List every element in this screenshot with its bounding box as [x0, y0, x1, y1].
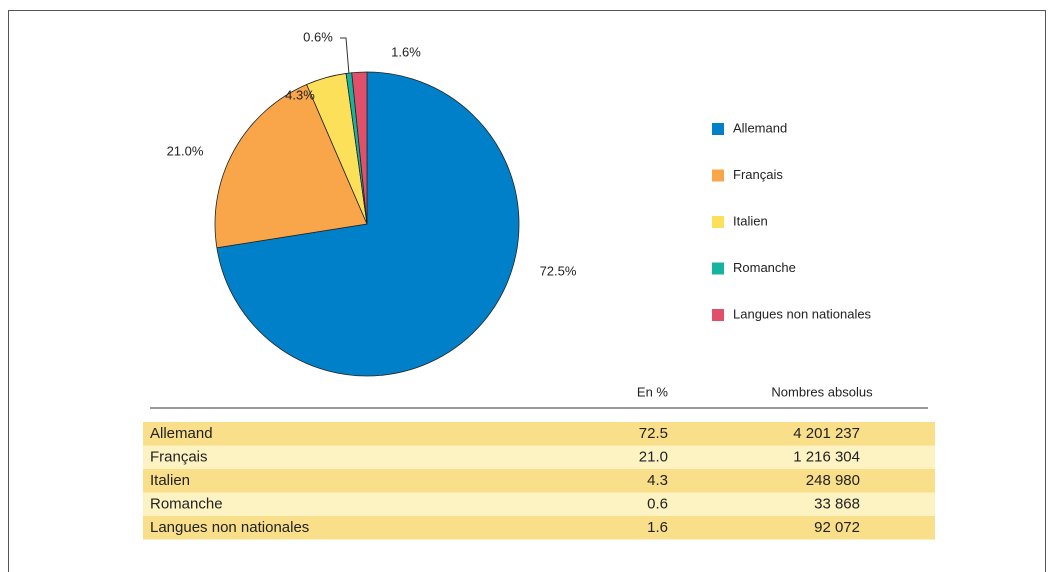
row-absolute: 248 980 [806, 472, 860, 489]
table-row [143, 469, 935, 493]
pie-slice [216, 71, 520, 377]
legend-swatch [712, 169, 724, 182]
legend-swatch [712, 262, 724, 275]
slice-label: 72.5% [540, 263, 577, 278]
row-name: Français [150, 448, 208, 465]
table-row [143, 492, 935, 516]
legend-label: Romanche [733, 260, 796, 275]
row-name: Romanche [150, 495, 223, 512]
table-header: Nombres absolus [771, 384, 873, 399]
pie-slice [351, 71, 368, 225]
legend-swatch [712, 216, 724, 228]
legend-swatch [712, 309, 724, 321]
pie-slice [214, 83, 368, 249]
legend-label: Allemand [733, 120, 787, 135]
legend-label: Français [733, 167, 783, 182]
legend-label: Italien [733, 213, 768, 228]
slice-label: 0.6% [303, 29, 333, 44]
row-absolute: 33 868 [814, 495, 860, 512]
row-percent: 4.3 [647, 472, 668, 489]
row-absolute: 92 072 [814, 519, 860, 536]
leader-line [340, 37, 350, 74]
row-percent: 72.5 [639, 425, 668, 442]
legend-swatch [712, 123, 724, 135]
table-header: En % [637, 384, 669, 399]
row-percent: 0.6 [647, 495, 668, 512]
table-row [143, 445, 935, 469]
legend-label: Langues non nationales [733, 306, 872, 321]
slice-label: 21.0% [167, 143, 204, 158]
table-row [143, 516, 935, 540]
row-percent: 21.0 [639, 448, 668, 465]
row-name: Italien [150, 472, 190, 489]
slice-label: 4.3% [285, 87, 315, 102]
slice-label: 1.6% [391, 44, 421, 59]
frame [8, 10, 1046, 572]
row-absolute: 1 216 304 [793, 448, 860, 465]
table-row [143, 422, 935, 446]
row-name: Allemand [150, 425, 213, 442]
row-name: Langues non nationales [150, 519, 309, 536]
row-percent: 1.6 [647, 519, 668, 536]
row-absolute: 4 201 237 [793, 425, 860, 442]
